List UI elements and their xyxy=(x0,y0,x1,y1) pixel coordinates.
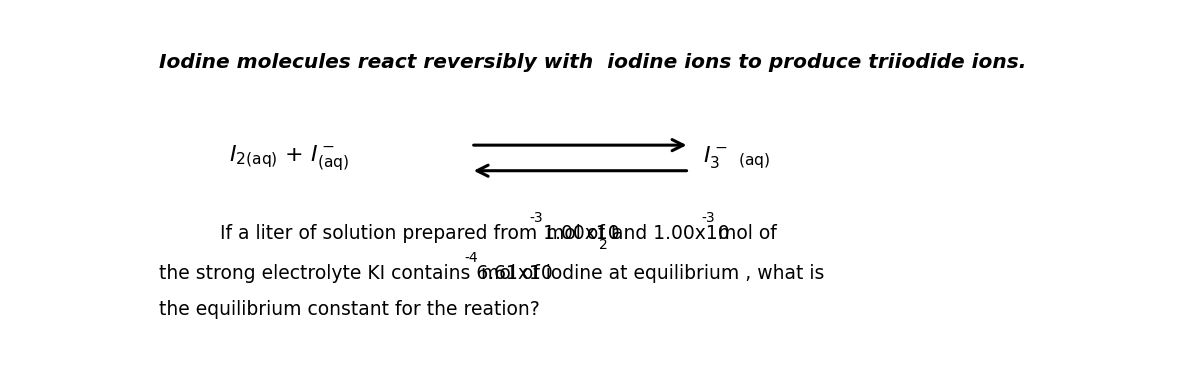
Text: and 1.00x10: and 1.00x10 xyxy=(606,224,730,243)
Text: If a liter of solution prepared from 1.00x10: If a liter of solution prepared from 1.0… xyxy=(220,224,619,243)
Text: 2: 2 xyxy=(599,238,608,252)
Text: -3: -3 xyxy=(702,211,715,225)
Text: -4: -4 xyxy=(464,251,478,265)
Text: the strong electrolyte KI contains 6.61x10: the strong electrolyte KI contains 6.61x… xyxy=(160,263,553,283)
Text: the equilibrium constant for the reation?: the equilibrium constant for the reation… xyxy=(160,300,540,320)
Text: $\mathit{I}_3^-$ $_{(\mathrm{aq})}$: $\mathit{I}_3^-$ $_{(\mathrm{aq})}$ xyxy=(703,145,770,171)
Text: mol of: mol of xyxy=(713,224,778,243)
Text: mol of iodine at equilibrium , what is: mol of iodine at equilibrium , what is xyxy=(475,263,824,283)
Text: mol of I: mol of I xyxy=(540,224,617,243)
Text: -3: -3 xyxy=(529,211,544,225)
Text: $\mathit{I}_{2(\mathrm{aq})}$ + $\mathit{I}^-_{(\mathrm{aq})}$: $\mathit{I}_{2(\mathrm{aq})}$ + $\mathit… xyxy=(229,143,349,173)
Text: Iodine molecules react reversibly with  iodine ions to produce triiodide ions.: Iodine molecules react reversibly with i… xyxy=(160,53,1027,72)
